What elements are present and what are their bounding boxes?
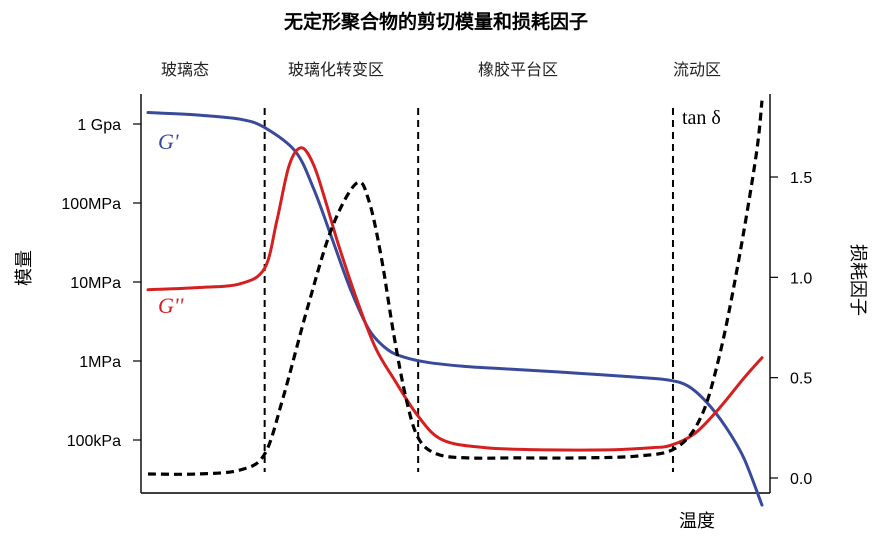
- series-layer: [146, 100, 764, 507]
- region-label-rubbery: 橡胶平台区: [478, 60, 558, 79]
- series-label-g-prime: G': [158, 129, 179, 154]
- left-tick-label: 10MPa: [70, 275, 121, 292]
- series-line-g-double-prime: [146, 146, 764, 452]
- region-label-transition: 玻璃化转变区: [288, 60, 384, 79]
- right-tick-label: 0.0: [790, 471, 812, 488]
- region-label-glassy: 玻璃态: [161, 60, 209, 79]
- chart-title: 无定形聚合物的剪切模量和损耗因子: [284, 10, 588, 33]
- axes: [140, 94, 771, 494]
- series-line-tan-delta: [147, 100, 764, 476]
- right-tick-label: 1.5: [790, 170, 812, 187]
- left-tick-label: 100kPa: [67, 433, 121, 450]
- left-axis-ticks: 1 Gpa 100MPa 10MPa 1MPa 100kPa: [61, 117, 141, 450]
- left-tick-label: 1 Gpa: [77, 117, 121, 134]
- region-label-flow: 流动区: [673, 60, 721, 79]
- right-axis-ticks: 1.5 1.0 0.5 0.0: [770, 170, 812, 488]
- y-axis-label-left: 模量: [14, 250, 35, 286]
- x-axis-label: 温度: [679, 511, 715, 532]
- series-label-g-double-prime: G'': [158, 293, 184, 318]
- region-labels: 玻璃态 玻璃化转变区 橡胶平台区 流动区: [161, 60, 721, 79]
- series-line-g-prime: [146, 111, 764, 507]
- series-label-tan-delta: tan δ: [682, 107, 721, 129]
- region-boundaries: [263, 108, 674, 472]
- y-axis-label-right: 损耗因子: [847, 244, 868, 316]
- right-tick-label: 1.0: [790, 270, 812, 287]
- right-tick-label: 0.5: [790, 371, 812, 388]
- left-tick-label: 1MPa: [79, 354, 121, 371]
- left-tick-label: 100MPa: [61, 196, 121, 213]
